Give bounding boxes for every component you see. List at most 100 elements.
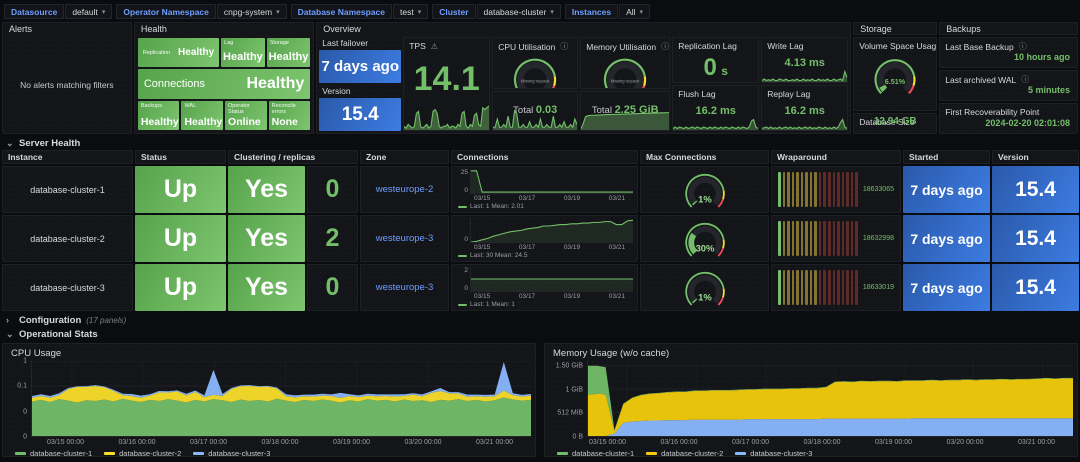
memory-usage-plot	[587, 361, 1073, 437]
connections-x-axis: 03/15 03/17 03/19 03/21	[456, 194, 633, 202]
legend-item-database-cluster-2[interactable]: database-cluster-2	[104, 449, 182, 457]
alerts-panel: Alerts No alerts matching filters	[2, 22, 132, 134]
bar-cells	[778, 221, 858, 256]
x-tick: 03/17	[518, 244, 536, 251]
legend-item-database-cluster-1[interactable]: database-cluster-1	[15, 449, 93, 457]
section-server-health[interactable]: ⌄ Server Health	[2, 136, 1078, 150]
filter-instances: Instances All ▾	[564, 4, 651, 19]
tps-value: 14.1	[413, 60, 480, 98]
volume-space-usage-gauge: 6.51%	[874, 59, 916, 95]
connections-legend: Last: 1 Mean: 2.01	[456, 202, 633, 210]
health-tile-connections: Connections Healthy	[137, 69, 311, 99]
section-operational-stats[interactable]: ⌄ Operational Stats	[2, 327, 1078, 341]
version-cell: 15.4	[992, 166, 1079, 213]
cpu-utilisation-column: CPU Utilisation ⓘ Missing request Total …	[492, 37, 579, 131]
svg-text:1%: 1%	[698, 193, 712, 204]
filter-value: cnpg-system	[223, 6, 273, 17]
filter-value: default	[72, 6, 98, 17]
legend-text: Last: 1 Mean: 2.01	[470, 203, 524, 210]
zone-link[interactable]: westeurope-3	[360, 264, 449, 311]
y-tick-label: 0	[23, 408, 27, 416]
chevron-down-icon: ▾	[417, 8, 422, 16]
filter-datasource-dropdown[interactable]: default ▾	[65, 4, 113, 19]
filter-value: All	[626, 6, 636, 17]
lag-grid: Replication Lag 0 s Write Lag 4.13 ms Fl…	[672, 37, 849, 131]
zone-link[interactable]: westeurope-2	[360, 166, 449, 213]
column-header-zone: Zone	[360, 150, 449, 164]
overview-body: Last failover 7 days ago Version 15.4 TP…	[317, 36, 850, 132]
legend-item-database-cluster-3[interactable]: database-cluster-3	[735, 449, 812, 456]
x-tick: 03/15	[474, 293, 491, 300]
section-server-health-label: Server Health	[19, 137, 81, 149]
zone-link[interactable]: westeurope-3	[360, 215, 449, 262]
instance-cell: database-cluster-1	[2, 166, 133, 213]
cpu-usage-y-axis: 1 0.1 0 0	[7, 358, 31, 441]
cpu-usage-chart	[32, 361, 531, 436]
tile-value: Healthy	[223, 51, 263, 64]
warning-icon: ⚠	[430, 41, 438, 51]
legend-label: database-cluster-1	[30, 449, 93, 457]
cpu-total-label: Total	[513, 104, 534, 116]
filter-database-namespace-dropdown[interactable]: test ▾	[393, 4, 429, 19]
column-header-connections: Connections	[451, 150, 638, 164]
filter-operator-namespace-dropdown[interactable]: cnpg-system ▾	[216, 4, 287, 19]
filter-cluster-dropdown[interactable]: database-cluster ▾	[476, 4, 561, 19]
filter-instances-dropdown[interactable]: All ▾	[619, 4, 651, 19]
table-row: database-cluster-3 Up Yes 0 westeurope-3 2 0 03…	[2, 264, 1079, 311]
y-tick-label: 1.50 GiB	[555, 362, 583, 370]
tile-value: Healthy	[178, 47, 215, 59]
connections-cell: 0 03/15 03/17 03/19 03/21 Last: 30 Mean: 24.5	[451, 215, 638, 262]
alerts-empty-message: No alerts matching filters	[20, 79, 114, 90]
legend-label: database-cluster-2	[119, 449, 182, 457]
replication-lag-label: Replication Lag	[678, 41, 737, 51]
section-configuration[interactable]: › Configuration (17 panels)	[2, 313, 1078, 327]
wraparound-cell: 18633065	[771, 166, 901, 213]
column-header-instance: Instance	[2, 150, 133, 164]
memory-usage-panel: Memory Usage (w/o cache) 1.50 GiB 1 GiB 51…	[544, 343, 1078, 457]
legend-item-database-cluster-3[interactable]: database-cluster-3	[193, 449, 270, 456]
write-lag-panel: Write Lag 4.13 ms	[761, 37, 849, 83]
health-panel-title: Health	[140, 24, 167, 34]
memory-utilisation-label: Memory Utilisation	[586, 41, 657, 52]
last-failover-label: Last failover	[322, 38, 369, 48]
bar-cells	[778, 172, 858, 207]
clustering-cell: Yes	[228, 264, 305, 311]
instance-cell: database-cluster-2	[2, 215, 133, 262]
connections-chart: 25 0 03/15 03/17 03/19 03/21 Last: 1 Mean: 2.0…	[456, 169, 633, 210]
replication-lag-value: 0 s	[703, 54, 728, 81]
section-operational-stats-label: Operational Stats	[19, 328, 98, 340]
legend-item-database-cluster-1[interactable]: database-cluster-1	[557, 449, 634, 456]
status-cell: Up	[135, 215, 226, 262]
memory-total-label: Total	[591, 104, 612, 116]
y-tick-label: 1 GiB	[565, 386, 583, 393]
wraparound-bar-gauge: 18633019	[778, 270, 894, 305]
flush-lag-label: Flush Lag	[678, 89, 716, 99]
first-recoverability-point-value: 2024-02-20 02:01:08	[985, 118, 1070, 128]
memory-usage-x-axis: 03/15 00:00 03/16 00:00 03/17 00:00 03/18 0…	[549, 437, 1073, 446]
y-tick-label: 0 B	[572, 433, 583, 441]
cpu-usage-plot	[31, 361, 531, 437]
replay-lag-panel: Replay Lag 16.2 ms	[761, 85, 849, 131]
cpu-usage-legend: database-cluster-1 database-cluster-2 data…	[7, 446, 531, 457]
last-base-backup-label: Last Base Backup	[945, 41, 1014, 52]
legend-item-database-cluster-2[interactable]: database-cluster-2	[646, 449, 723, 456]
svg-text:Missing request: Missing request	[611, 79, 640, 84]
memory-usage-title: Memory Usage (w/o cache)	[553, 348, 670, 359]
memory-utilisation-gauge: Missing request	[604, 58, 647, 88]
y-tick: 0	[464, 285, 468, 292]
instance-cell: database-cluster-3	[2, 264, 133, 311]
wraparound-value: 18633019	[862, 284, 894, 291]
overview-panel: Overview Last failover 7 days ago Versio…	[316, 22, 852, 134]
clustering-cell: Yes	[228, 215, 305, 262]
replication-lag-panel: Replication Lag 0 s	[672, 37, 760, 83]
replay-lag-value: 16.2 ms	[784, 105, 825, 117]
legend-swatch	[557, 452, 568, 455]
first-recoverability-point-label: First Recoverability Point	[945, 107, 1040, 117]
cpu-total-panel: Total 0.03	[492, 90, 579, 131]
filter-cluster-label: Cluster	[432, 4, 476, 19]
flush-lag-panel: Flush Lag 16.2 ms	[672, 85, 760, 131]
section-configuration-label: Configuration	[19, 314, 82, 326]
connections-chart: 2 0 03/15 03/17 03/19 03/21 Last: 1 Mean: 1	[456, 267, 633, 308]
